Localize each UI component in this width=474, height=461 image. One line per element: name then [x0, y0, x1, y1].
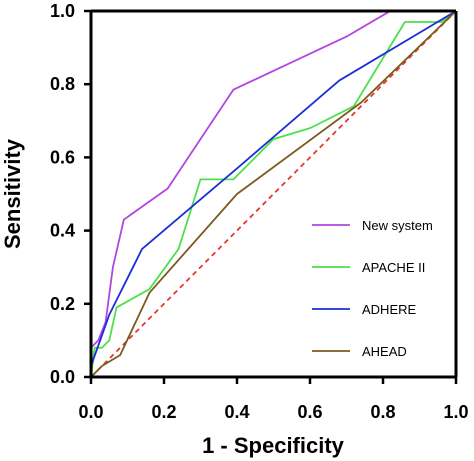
x-tick-label: 0.8	[370, 402, 395, 422]
legend-label-adhere: ADHERE	[362, 302, 417, 317]
x-axis-title: 1 - Specificity	[202, 433, 345, 458]
series-line-ahead	[90, 10, 457, 378]
y-tick-label: 0.6	[50, 147, 75, 167]
series-line-new-system	[90, 10, 456, 377]
y-axis-title: Sensitivity	[0, 138, 25, 249]
legend: New system APACHE II ADHERE AHEAD	[312, 218, 433, 359]
x-tick-label: 0.2	[151, 402, 176, 422]
x-tick-label: 0.6	[297, 402, 322, 422]
axes: 0.0 0.2 0.4 0.6 0.8 1.0 0.0 0.2 0.4 0.6 0.8 1.0	[50, 1, 469, 422]
legend-label-new-system: New system	[362, 218, 433, 233]
x-tick-label: 0.0	[78, 402, 103, 422]
legend-label-ahead: AHEAD	[362, 344, 407, 359]
plot-area	[90, 10, 457, 378]
x-tick-label: 0.4	[224, 402, 249, 422]
x-tick-label: 1.0	[443, 402, 468, 422]
y-tick-label: 0.4	[50, 221, 75, 241]
y-tick-label: 1.0	[50, 1, 75, 21]
y-tick-label: 0.8	[50, 74, 75, 94]
reference-diagonal-line	[90, 10, 457, 378]
y-tick-label: 0.0	[50, 367, 75, 387]
legend-label-apache-ii: APACHE II	[362, 260, 425, 275]
y-tick-label: 0.2	[50, 294, 75, 314]
series-line-apache-ii	[90, 10, 457, 378]
series-line-adhere	[90, 10, 457, 377]
